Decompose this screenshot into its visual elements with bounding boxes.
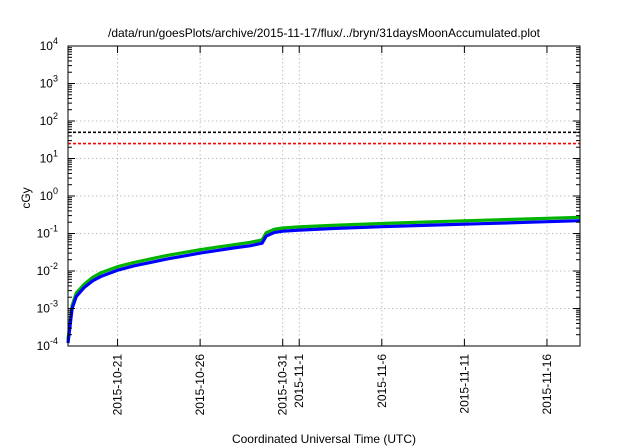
y-tick-label-base: 10 bbox=[37, 227, 51, 241]
y-tick-label: 101 bbox=[40, 149, 58, 166]
y-tick-label-exp: -3 bbox=[50, 299, 58, 309]
series-line bbox=[66, 215, 581, 340]
y-tick-label-exp: -4 bbox=[50, 336, 58, 346]
x-axis-ticks: 2015-10-21 2015-10-26 2015-10-31 2015-11-1 2… bbox=[111, 46, 554, 415]
y-tick-label: 102 bbox=[40, 111, 58, 128]
y-tick-label: 10-3 bbox=[37, 299, 58, 316]
y-tick-label-base: 10 bbox=[37, 264, 51, 278]
x-tick-label: 2015-10-21 bbox=[111, 354, 125, 416]
y-tick-label: 103 bbox=[40, 74, 58, 91]
y-tick-label-base: 10 bbox=[40, 189, 54, 203]
x-tick-label: 2015-10-26 bbox=[193, 354, 207, 416]
y-tick-label: 10-1 bbox=[37, 224, 58, 241]
grid bbox=[68, 46, 580, 346]
x-tick-label: 2015-11-6 bbox=[375, 354, 389, 408]
y-tick-label-exp: 4 bbox=[53, 36, 58, 46]
x-tick-label: 2015-11-16 bbox=[540, 354, 554, 415]
x-tick-label: 2015-11-11 bbox=[457, 354, 471, 414]
chart-title: /data/run/goesPlots/archive/2015-11-17/f… bbox=[108, 26, 541, 40]
y-tick-label-base: 10 bbox=[37, 302, 51, 316]
y-tick-label-base: 10 bbox=[37, 339, 51, 353]
y-tick-label: 100 bbox=[40, 186, 58, 203]
reference-lines bbox=[68, 131, 580, 145]
y-tick-label: 10-2 bbox=[37, 261, 58, 278]
y-tick-label-exp: 0 bbox=[53, 186, 58, 196]
y-tick-label-exp: 3 bbox=[53, 74, 58, 84]
x-tick-label: 2015-10-31 bbox=[276, 354, 290, 416]
y-tick-label-base: 10 bbox=[40, 39, 54, 53]
y-tick-label-base: 10 bbox=[40, 77, 54, 91]
y-tick-label-exp: -1 bbox=[50, 224, 58, 234]
x-tick-label: 2015-11-1 bbox=[292, 354, 306, 408]
x-axis-label: Coordinated Universal Time (UTC) bbox=[232, 432, 416, 446]
y-tick-label-base: 10 bbox=[40, 114, 54, 128]
y-tick-label: 10-4 bbox=[37, 336, 58, 353]
y-tick-label-base: 10 bbox=[40, 152, 54, 166]
series-line bbox=[66, 219, 581, 344]
y-tick-label: 104 bbox=[40, 36, 58, 53]
y-axis-label: cGy bbox=[19, 187, 33, 208]
y-tick-label-exp: 1 bbox=[53, 149, 58, 159]
y-tick-label-exp: 2 bbox=[53, 111, 58, 121]
series-lines bbox=[66, 215, 581, 344]
y-tick-label-exp: -2 bbox=[50, 261, 58, 271]
